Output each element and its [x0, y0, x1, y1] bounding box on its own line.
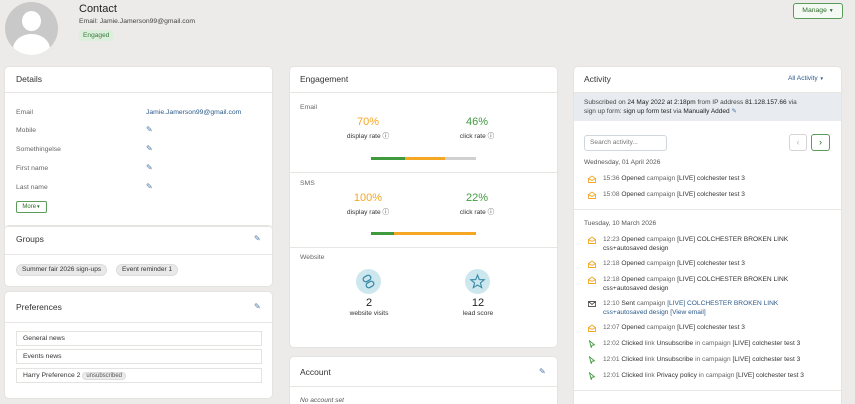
- field-label-first-name: First name: [16, 165, 49, 172]
- sms-click-rate: 22%: [465, 192, 489, 204]
- sms-display-rate-bar: [371, 232, 476, 235]
- website-section-label: Website: [300, 254, 325, 261]
- edit-groups-pencil-icon[interactable]: ✎: [254, 234, 261, 243]
- website-visits-circle: [356, 269, 381, 294]
- status-badge: Engaged: [79, 30, 114, 41]
- email-click-rate-label: click rate ⓘ: [459, 133, 495, 140]
- email-click-rate: 46%: [465, 116, 489, 128]
- edit-subscription-pencil-icon[interactable]: ✎: [731, 108, 737, 115]
- activity-filter-dropdown[interactable]: All Activity ▼: [788, 75, 824, 82]
- next-page-button[interactable]: ›: [811, 134, 830, 151]
- prev-page-button[interactable]: ‹: [789, 134, 807, 151]
- edit-first-name-pencil-icon[interactable]: ✎: [146, 163, 153, 172]
- email-section-label: Email: [300, 104, 317, 111]
- avatar-body: [13, 34, 50, 55]
- activity-day-date: Tuesday, 10 March 2026: [584, 220, 657, 227]
- activity-card: Activity All Activity ▼ Subscribed on 24…: [574, 67, 841, 404]
- avatar: [5, 2, 58, 55]
- activity-filter-label: All Activity: [788, 75, 818, 82]
- groups-card: Groups ✎ Summer fair 2026 sign-ups Event…: [5, 226, 272, 286]
- website-visits-count: 2: [365, 297, 373, 309]
- manage-button-label: Manage: [802, 7, 827, 14]
- edit-preferences-pencil-icon[interactable]: ✎: [254, 302, 261, 311]
- envelope-icon: [588, 301, 596, 307]
- edit-somethingelse-pencil-icon[interactable]: ✎: [146, 144, 153, 153]
- view-email-link[interactable]: [View email]: [670, 309, 706, 316]
- info-icon[interactable]: ⓘ: [487, 133, 495, 140]
- field-label-last-name: Last name: [16, 184, 48, 191]
- envelope-open-icon: [588, 236, 596, 244]
- cursor-icon: [588, 356, 596, 364]
- sms-section-label: SMS: [300, 180, 315, 187]
- lead-score-circle: [465, 269, 490, 294]
- sms-click-rate-label: click rate ⓘ: [459, 209, 495, 216]
- edit-account-pencil-icon[interactable]: ✎: [539, 367, 546, 376]
- preference-label: Events news: [23, 353, 62, 360]
- page-title: Contact: [79, 3, 117, 15]
- info-icon[interactable]: ⓘ: [382, 133, 390, 140]
- edit-mobile-pencil-icon[interactable]: ✎: [146, 125, 153, 134]
- email-display-rate-label: display rate ⓘ: [346, 133, 390, 140]
- cursor-icon: [588, 340, 596, 348]
- edit-last-name-pencil-icon[interactable]: ✎: [146, 182, 153, 191]
- caret-down-icon: ▼: [819, 76, 824, 81]
- sms-display-rate-label: display rate ⓘ: [346, 209, 390, 216]
- preferences-card: Preferences ✎ General news Events news H…: [5, 292, 272, 398]
- activity-day-date: Wednesday, 01 April 2026: [584, 159, 661, 166]
- details-card: Details Email Jamie.Jamerson99@gmail.com…: [5, 67, 272, 229]
- cursor-icon: [588, 372, 596, 380]
- subscription-info: Subscribed on 24 May 2022 at 2:18pm from…: [574, 93, 841, 121]
- envelope-open-icon: [588, 276, 596, 284]
- envelope-open-icon: [588, 191, 596, 199]
- engagement-title: Engagement: [300, 74, 349, 84]
- preference-item: Events news: [16, 349, 262, 364]
- contact-email-line: Email: Jamie.Jamerson99@gmail.com: [79, 18, 196, 25]
- sms-display-rate: 100%: [353, 192, 383, 204]
- manage-button[interactable]: Manage ▼: [793, 3, 843, 19]
- preference-label: Harry Preference 2: [23, 372, 81, 379]
- activity-title: Activity: [584, 74, 611, 84]
- lead-score-label: lead score: [462, 310, 494, 317]
- lead-score-value: 12: [471, 297, 485, 309]
- unsubscribed-badge: unsubscribed: [82, 372, 127, 380]
- envelope-open-icon: [588, 260, 596, 268]
- groups-title: Groups: [16, 234, 44, 244]
- more-button-label: More: [22, 204, 37, 210]
- envelope-open-icon: [588, 175, 596, 183]
- activity-search-input[interactable]: Search activity...: [584, 135, 667, 151]
- group-tag[interactable]: Event reminder 1: [116, 264, 179, 276]
- email-display-rate: 70%: [356, 116, 380, 128]
- no-account-text: No account set: [300, 397, 344, 404]
- account-title: Account: [300, 367, 331, 377]
- account-card: Account ✎ No account set: [290, 357, 557, 404]
- info-icon[interactable]: ⓘ: [487, 209, 495, 216]
- preference-item: Harry Preference 2 unsubscribed: [16, 368, 262, 383]
- email-click-rate-bar: [371, 157, 405, 160]
- info-icon[interactable]: ⓘ: [382, 209, 390, 216]
- caret-down-icon: ▼: [36, 204, 41, 209]
- more-button[interactable]: More▼: [16, 201, 47, 213]
- field-label-somethingelse: Somethingelse: [16, 146, 61, 153]
- group-tag[interactable]: Summer fair 2026 sign-ups: [16, 264, 108, 276]
- website-visits-label: website visits: [349, 310, 389, 317]
- field-label-email: Email: [16, 109, 33, 116]
- avatar-head: [22, 11, 41, 31]
- sms-click-rate-bar: [371, 232, 394, 235]
- caret-down-icon: ▼: [828, 8, 834, 14]
- preference-item: General news: [16, 331, 262, 346]
- link-icon: [362, 274, 375, 289]
- envelope-open-icon: [588, 324, 596, 332]
- field-value-email[interactable]: Jamie.Jamerson99@gmail.com: [146, 109, 242, 116]
- star-icon: [469, 273, 486, 289]
- preference-label: General news: [23, 335, 65, 342]
- preferences-title: Preferences: [16, 302, 62, 312]
- email-display-rate-bar: [371, 157, 445, 160]
- details-title: Details: [16, 74, 42, 84]
- field-label-mobile: Mobile: [16, 127, 37, 134]
- engagement-card: Engagement Email 70% display rate ⓘ 46% …: [290, 67, 557, 347]
